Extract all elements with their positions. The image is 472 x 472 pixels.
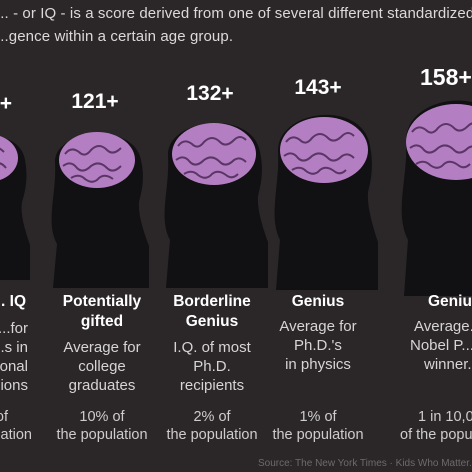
column-population-line: ...opulation: [0, 427, 32, 443]
intro-line-1: ... - or IQ - is a score derived from on…: [0, 5, 472, 22]
column-population-line: 10% of: [79, 409, 125, 425]
column-population-line: of the popula...: [400, 427, 472, 443]
column-title: Genius: [291, 293, 345, 310]
column-description-line: college: [78, 358, 126, 375]
column-title: ... IQ: [0, 293, 26, 310]
column-description-line: ...onal: [0, 358, 28, 375]
column-description-line: graduates: [68, 377, 136, 394]
column-population-line: the population: [166, 427, 258, 443]
column-description-line: I.Q. of most: [173, 339, 251, 356]
iq-column-average: ...+ ... IQ ...for ...s in ...onal ...io…: [0, 0, 40, 472]
column-title: Potentially: [62, 293, 142, 310]
column-description-line: recipients: [179, 377, 245, 394]
column-population-line: 1% of: [299, 409, 337, 425]
column-description-line: ...for: [0, 320, 28, 337]
head-silhouette-icon: [160, 108, 272, 288]
iq-score: 143+: [294, 76, 342, 99]
column-description-line: Nobel P...: [410, 337, 472, 354]
iq-score: 132+: [186, 82, 234, 105]
column-description-line: Average...: [414, 318, 472, 335]
column-title: Geniu...: [428, 293, 472, 310]
column-title: Genius: [185, 313, 239, 330]
source-note: Source: The New York Times · Kids Who Ma…: [258, 458, 472, 469]
head-silhouette-icon: [396, 86, 472, 296]
head-silhouette-icon: [45, 118, 155, 288]
column-description-line: Average for: [63, 339, 141, 356]
intro-text: ... - or IQ - is a score derived from on…: [0, 0, 472, 58]
column-description-line: ...ions: [0, 377, 28, 394]
iq-column-genius: 143+ Genius Average for Ph.D.'s in physi…: [270, 0, 380, 472]
column-description-line: winner...: [424, 356, 472, 373]
head-silhouette-icon: [270, 100, 382, 290]
head-silhouette-icon: [0, 120, 40, 280]
column-description-line: in physics: [285, 356, 351, 373]
iq-column-borderline-genius: 132+ Borderline Genius I.Q. of most Ph.D…: [160, 0, 270, 472]
iq-column-genius-high: 158+ Geniu... Average... Nobel P... winn…: [394, 0, 472, 472]
iq-score: ...+: [0, 92, 12, 115]
column-population-line: 1 in 10,0...: [418, 409, 472, 425]
column-population-line: 2% of: [193, 409, 231, 425]
column-description-line: ...s in: [0, 339, 28, 356]
column-description-line: Ph.D.'s: [294, 337, 342, 354]
column-population-line: the population: [272, 427, 364, 443]
column-population-line: ...of: [0, 409, 8, 425]
column-title: gifted: [80, 313, 124, 330]
column-description-line: Ph.D.: [193, 358, 231, 375]
column-title: Borderline: [173, 293, 251, 310]
iq-score: 158+: [420, 64, 472, 90]
iq-column-potentially-gifted: 121+ Potentially gifted Average for coll…: [40, 0, 150, 472]
column-description-line: Average for: [279, 318, 357, 335]
iq-score: 121+: [71, 90, 119, 113]
column-population-line: the population: [56, 427, 148, 443]
intro-line-2: ...gence within a certain age group.: [0, 28, 234, 45]
